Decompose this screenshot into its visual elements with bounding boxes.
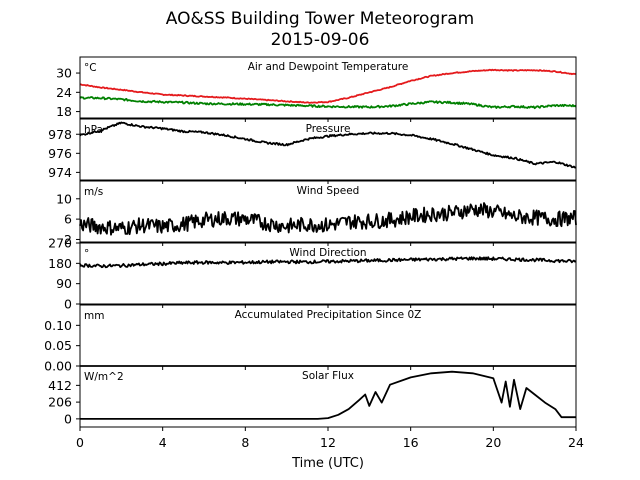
y-tick-label-solar-0: 0 bbox=[64, 411, 72, 426]
x-tick-label-6: 24 bbox=[568, 435, 584, 450]
panel-unit-wind_direction: ° bbox=[84, 248, 89, 260]
x-tick-label-5: 20 bbox=[485, 435, 501, 450]
y-tick-label-wind_direction-3: 270 bbox=[48, 236, 72, 251]
y-tick-label-pressure-2: 978 bbox=[48, 127, 72, 142]
series-line-temperature-1 bbox=[79, 96, 577, 110]
y-tick-label-wind_direction-2: 180 bbox=[48, 256, 72, 271]
panel-title-wind_direction: Wind Direction bbox=[289, 247, 366, 259]
series-line-pressure-0 bbox=[79, 121, 577, 169]
x-tick-label-2: 8 bbox=[241, 435, 249, 450]
y-tick-label-temperature-1: 24 bbox=[56, 85, 72, 100]
x-tick-label-4: 16 bbox=[403, 435, 419, 450]
panel-wind_speed: 2 6 10 m/s Wind Speed bbox=[56, 180, 577, 247]
panel-temperature: 18 24 30 °C Air and Dewpoint Temperature bbox=[56, 56, 577, 122]
x-tick-label-3: 12 bbox=[320, 435, 336, 450]
series-line-solar-0 bbox=[80, 370, 576, 420]
panel-pressure: 974 976 978 hPa Pressure bbox=[48, 118, 577, 184]
y-tick-label-wind_speed-1: 6 bbox=[64, 212, 72, 227]
y-tick-label-solar-1: 206 bbox=[48, 395, 72, 410]
x-axis-label: Time (UTC) bbox=[291, 456, 364, 471]
y-tick-label-precipitation-0: 0.00 bbox=[44, 359, 72, 374]
panel-title-pressure: Pressure bbox=[306, 123, 351, 135]
y-tick-label-pressure-0: 974 bbox=[48, 165, 72, 180]
panel-unit-pressure: hPa bbox=[84, 124, 103, 136]
y-tick-label-solar-2: 412 bbox=[48, 378, 72, 393]
panel-title-precipitation: Accumulated Precipitation Since 0Z bbox=[235, 309, 422, 321]
y-tick-label-pressure-1: 976 bbox=[48, 146, 72, 161]
panel-title-solar: Solar Flux bbox=[302, 370, 354, 382]
y-tick-label-precipitation-2: 0.10 bbox=[44, 318, 72, 333]
x-tick-label-0: 0 bbox=[76, 435, 84, 450]
chart-title: AO&SS Building Tower Meteorogram bbox=[166, 9, 474, 29]
x-tick-label-1: 4 bbox=[159, 435, 167, 450]
y-tick-label-wind_speed-2: 10 bbox=[56, 191, 72, 206]
panel-title-wind_speed: Wind Speed bbox=[297, 185, 360, 197]
y-tick-label-temperature-0: 18 bbox=[56, 104, 72, 119]
y-tick-label-temperature-2: 30 bbox=[56, 66, 72, 81]
panel-unit-temperature: °C bbox=[84, 62, 97, 74]
panel-unit-solar: W/m^2 bbox=[84, 371, 124, 383]
y-tick-label-wind_speed-0: 2 bbox=[64, 232, 72, 247]
y-tick-label-wind_direction-0: 0 bbox=[64, 297, 72, 312]
panel-unit-precipitation: mm bbox=[84, 310, 104, 322]
panel-title-temperature: Air and Dewpoint Temperature bbox=[248, 61, 409, 73]
panel-unit-wind_speed: m/s bbox=[84, 186, 103, 198]
chart-subtitle: 2015-09-06 bbox=[271, 30, 370, 50]
y-tick-label-wind_direction-1: 90 bbox=[56, 276, 72, 291]
panel-wind_direction: 0 90 180 270 ° Wind Direction bbox=[48, 236, 577, 312]
series-line-wind_direction-0 bbox=[79, 256, 577, 269]
series-line-wind_speed-0 bbox=[79, 202, 577, 236]
y-tick-label-precipitation-1: 0.05 bbox=[44, 338, 72, 353]
series-line-temperature-0 bbox=[79, 68, 577, 104]
panel-precipitation: 0.00 0.05 0.10 mm Accumulated Precipitation … bbox=[44, 304, 577, 374]
